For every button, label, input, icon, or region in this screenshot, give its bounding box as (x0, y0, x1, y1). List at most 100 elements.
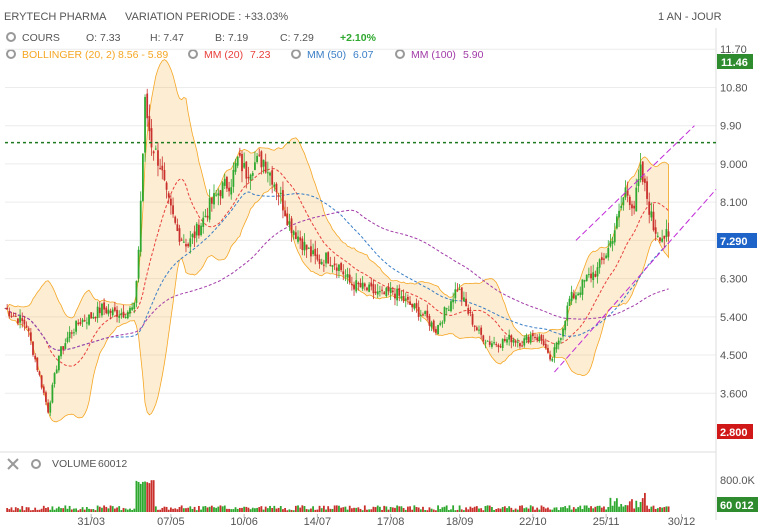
volume-bar (251, 507, 254, 512)
volume-bar (25, 507, 28, 512)
price-tick-label: 10.80 (720, 82, 748, 94)
gear-icon[interactable] (6, 49, 16, 59)
volume-bar (417, 507, 420, 512)
candle-body (475, 327, 478, 331)
volume-bar (363, 505, 366, 512)
candle-body (129, 307, 131, 314)
candle-body (96, 306, 99, 319)
volume-bar (581, 509, 584, 512)
volume-bar (152, 480, 155, 512)
volume-bar (126, 509, 129, 512)
volume-bar (342, 507, 345, 512)
close-icon[interactable] (7, 458, 19, 470)
volume-bar (178, 507, 181, 512)
candle-body (154, 148, 157, 150)
candle-body (407, 296, 409, 300)
volume-bar (506, 508, 508, 512)
channel-lower-line (554, 189, 717, 373)
mm100-label: MM (100) (411, 49, 456, 61)
volume-bar (454, 510, 457, 512)
volume-bar (273, 505, 276, 512)
volume-bar (105, 506, 108, 512)
volume-bar (368, 509, 371, 512)
volume-bar (94, 510, 97, 512)
volume-bar (646, 505, 648, 512)
price-axis: 3.600 4.500 5.400 6.300 8.100 9.000 9.90 10.80 1… (720, 44, 748, 400)
candle-body (260, 151, 263, 168)
volume-bar (34, 507, 37, 512)
volume-bar (570, 509, 573, 512)
candle-body (400, 296, 403, 299)
candle-body (549, 354, 551, 360)
gear-icon[interactable] (188, 49, 198, 59)
volume-bar (411, 509, 414, 512)
volume-bar (544, 508, 547, 512)
candle-body (163, 170, 166, 181)
candle-body (592, 272, 595, 281)
volume-bar (118, 506, 121, 512)
gear-icon[interactable] (6, 32, 16, 42)
candle-body (124, 317, 127, 319)
candle-body (353, 284, 355, 290)
candle-body (215, 194, 218, 196)
volume-tick: 800.0K (720, 475, 756, 487)
candle-body (170, 198, 172, 206)
volume-bar (219, 505, 222, 512)
volume-bar (243, 506, 246, 512)
candle-body (454, 289, 457, 299)
candle-body (445, 308, 448, 310)
volume-bar (167, 509, 170, 512)
gear-icon[interactable] (31, 459, 41, 469)
volume-bar (378, 506, 381, 512)
volume-bar (81, 507, 84, 512)
candle-body (167, 193, 170, 198)
volume-bar (463, 510, 465, 512)
volume-bar (79, 509, 82, 512)
candle-body (297, 236, 299, 242)
candle-body (374, 291, 377, 294)
volume-bar (585, 505, 588, 512)
candle-body (441, 322, 444, 324)
period-selector[interactable]: 1 AN - JOUR (658, 11, 722, 23)
candle-body (12, 315, 15, 317)
candle-body (575, 295, 577, 300)
candle-body (458, 289, 461, 291)
candle-body (32, 341, 34, 355)
volume-bar (57, 506, 60, 512)
volume-bar (113, 508, 116, 512)
candle-body (14, 315, 17, 317)
gear-icon[interactable] (291, 49, 301, 59)
volume-bar (484, 505, 487, 512)
candle-body (389, 288, 392, 293)
volume-bar (370, 509, 373, 512)
candle-body (208, 198, 211, 220)
volume-bar (594, 506, 597, 512)
candle-body (631, 204, 633, 209)
volume-bar (516, 509, 519, 512)
candle-body (471, 313, 474, 325)
candle-body (350, 284, 353, 286)
volume-bar (648, 508, 651, 512)
candle-body (633, 205, 636, 209)
mm50-label: MM (50) (307, 49, 346, 61)
volume-bars (6, 480, 670, 512)
price-tick-label: 8.100 (720, 197, 748, 209)
candle-body (542, 340, 545, 346)
volume-bar (654, 508, 657, 512)
candle-body (383, 292, 386, 295)
volume-bar (592, 508, 595, 512)
gear-icon[interactable] (395, 49, 405, 59)
volume-bar (256, 507, 258, 512)
volume-bar (452, 505, 455, 512)
volume-bar (346, 509, 349, 512)
volume-bar (202, 506, 205, 512)
volume-bar (409, 506, 411, 512)
volume-bar (413, 505, 416, 512)
volume-bar (656, 508, 659, 512)
volume-bar (122, 507, 125, 512)
volume-bar (428, 507, 431, 512)
volume-bar (381, 509, 383, 512)
candle-body (654, 227, 657, 234)
volume-bar (146, 482, 149, 512)
volume-bar (359, 508, 362, 512)
